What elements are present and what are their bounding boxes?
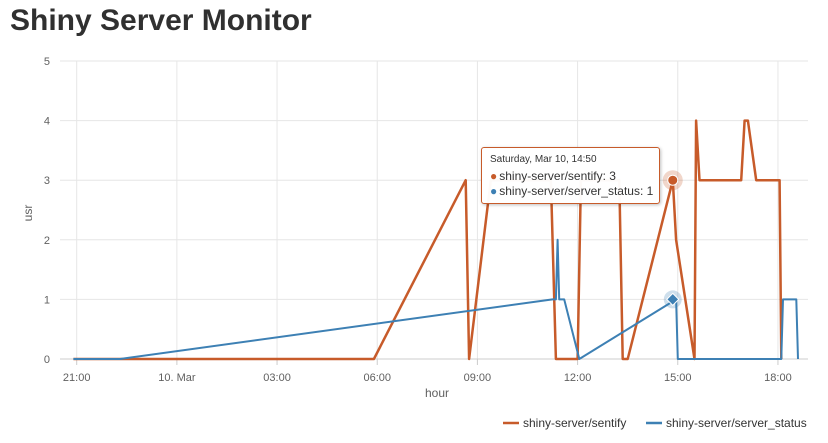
x-tick-label: 18:00 [764, 372, 792, 384]
server-status-hover-marker [666, 292, 680, 307]
y-axis-title: usr [21, 205, 35, 222]
x-tick-label: 15:00 [664, 372, 692, 384]
y-tick-label: 1 [44, 294, 50, 306]
tooltip-row-server-status: ● shiny-server/server_status: 1 [490, 184, 654, 199]
tooltip-row-label: shiny-server/sentify: 3 [499, 169, 616, 183]
series-line-server-status[interactable] [73, 238, 799, 360]
y-tick-label: 5 [44, 56, 50, 68]
tooltip-header: Saturday, Mar 10, 14:50 [490, 154, 597, 165]
page-title: Shiny Server Monitor [10, 4, 312, 37]
x-axis-ticks: 21:00 10. Mar 03:00 06:00 09:00 12:00 15:00 18:… [63, 359, 792, 384]
x-axis-title: hour [425, 386, 449, 400]
tooltip-row-label: shiny-server/server_status: 1 [499, 184, 654, 198]
legend-label: shiny-server/sentify [523, 416, 626, 430]
x-tick-label: 09:00 [464, 372, 492, 384]
sentify-hover-marker [667, 174, 679, 186]
y-tick-label: 2 [44, 235, 50, 247]
y-axis-ticks: 0 1 2 3 4 5 [44, 56, 50, 366]
y-tick-label: 3 [44, 175, 50, 187]
x-tick-label: 12:00 [564, 372, 592, 384]
x-tick-label: 03:00 [263, 372, 291, 384]
tooltip-row-sentify: ● shiny-server/sentify: 3 [490, 169, 651, 184]
y-tick-label: 4 [44, 116, 50, 128]
legend-item-server-status[interactable]: shiny-server/server_status [646, 416, 807, 430]
legend-label: shiny-server/server_status [666, 416, 807, 430]
highlight-markers [662, 170, 683, 309]
legend-item-sentify[interactable]: shiny-server/sentify [503, 416, 626, 430]
circle-icon: ● [490, 169, 498, 183]
series-line-sentify[interactable] [73, 119, 783, 361]
chart-series[interactable] [73, 119, 799, 361]
circle-icon: ● [490, 184, 498, 198]
x-tick-label: 10. Mar [158, 372, 196, 384]
x-tick-label: 21:00 [63, 372, 91, 384]
y-tick-label: 0 [44, 354, 50, 366]
x-tick-label: 06:00 [363, 372, 391, 384]
chart-legend[interactable]: shiny-server/sentify shiny-server/server_… [503, 416, 807, 430]
chart-tooltip: Saturday, Mar 10, 14:50 ● shiny-server/se… [481, 147, 660, 204]
